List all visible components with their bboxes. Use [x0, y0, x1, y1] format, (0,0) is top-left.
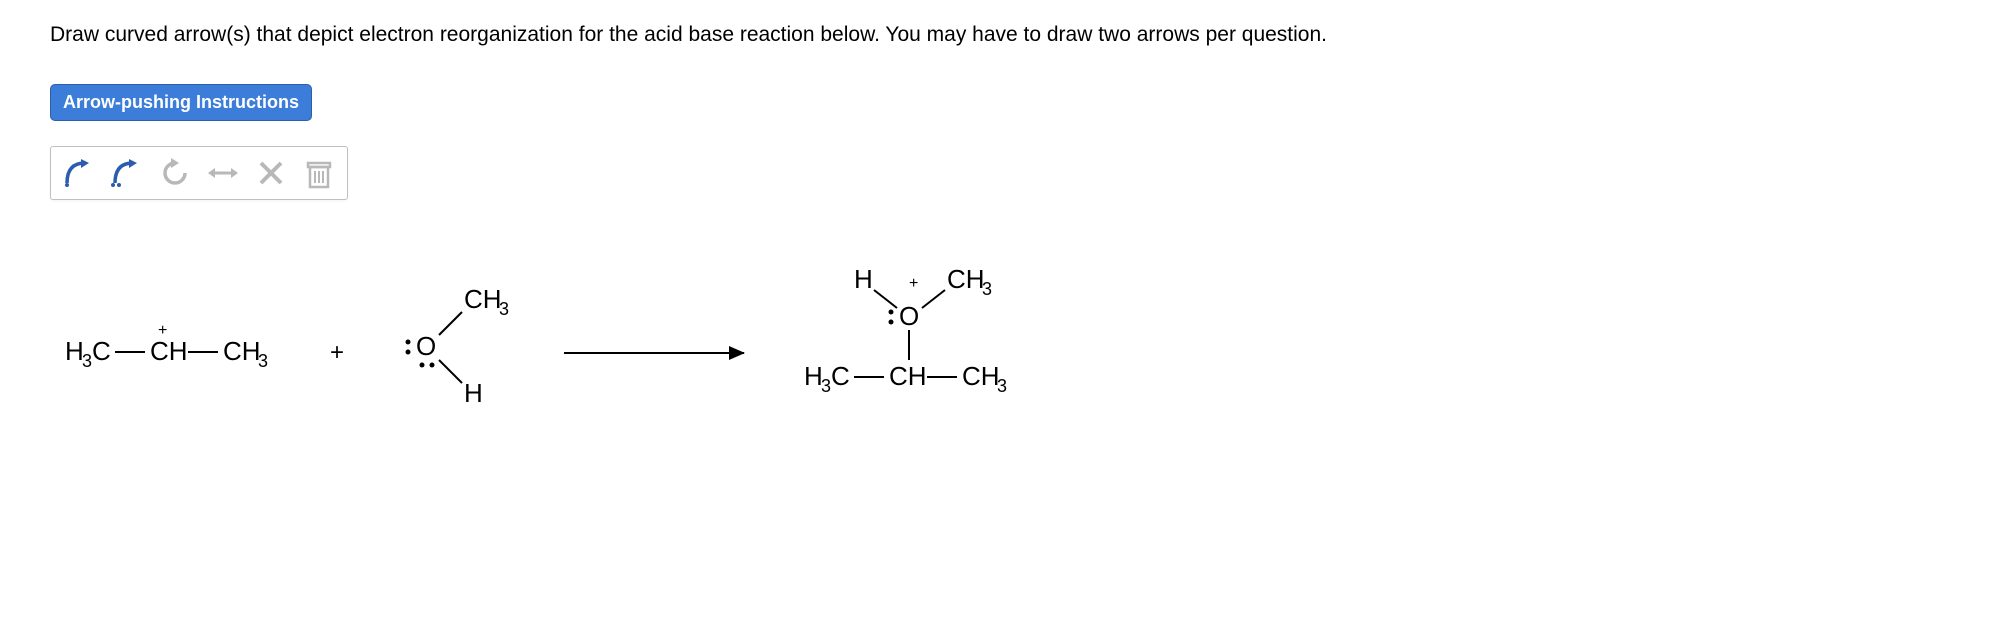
- reactant1-c-left: C: [92, 336, 111, 366]
- product-top-sub3: 3: [982, 279, 992, 299]
- double-curved-arrow-tool-icon[interactable]: [107, 153, 147, 193]
- product-ch3-right: CH: [962, 361, 1000, 391]
- product-oxygen: O: [899, 301, 919, 331]
- product-sub3-left: 3: [821, 376, 831, 396]
- reactant2-sub3: 3: [499, 299, 509, 319]
- question-text: Draw curved arrow(s) that depict electro…: [50, 20, 1955, 49]
- product-sub3-right: 3: [997, 376, 1007, 396]
- reactant1-ch3-right: CH: [223, 336, 261, 366]
- reactant-carbocation[interactable]: H 3 C CH + CH 3: [60, 305, 290, 400]
- product-top-h: H: [854, 264, 873, 294]
- undo-tool-icon[interactable]: [155, 153, 195, 193]
- reactant2-ch3: CH: [464, 284, 502, 314]
- reactant2-oxygen: O: [416, 331, 436, 361]
- product-c-left: C: [831, 361, 850, 391]
- arrow-pushing-instructions-button[interactable]: Arrow-pushing Instructions: [50, 84, 312, 121]
- trash-delete-icon[interactable]: [299, 153, 339, 193]
- reactant-methanol[interactable]: O CH 3 H: [384, 280, 514, 425]
- reactant2-h: H: [464, 378, 483, 408]
- reactant1-sub3-left: 3: [82, 351, 92, 371]
- reactant1-ch-center: CH: [150, 336, 188, 366]
- single-curved-arrow-tool-icon[interactable]: [59, 153, 99, 193]
- reactant1-sub3-right: 3: [258, 351, 268, 371]
- product-oxonium[interactable]: H + O CH 3 H 3 C CH CH 3: [794, 260, 1074, 445]
- reactant1-h3c-left: H: [65, 336, 84, 366]
- product-h3c-left: H: [804, 361, 823, 391]
- product-ch-center: CH: [889, 361, 927, 391]
- reaction-forward-arrow: [564, 352, 744, 354]
- reaction-plus-sign: +: [330, 339, 344, 367]
- drawing-toolbar: [50, 146, 348, 200]
- product-top-ch3: CH: [947, 264, 985, 294]
- clear-x-icon[interactable]: [251, 153, 291, 193]
- reactant1-charge-plus: +: [158, 322, 167, 339]
- redo-horizontal-arrow-icon[interactable]: [203, 153, 243, 193]
- product-oxygen-charge: +: [909, 275, 918, 292]
- reaction-equation: H 3 C CH + CH 3 + O CH 3 H: [60, 240, 1955, 465]
